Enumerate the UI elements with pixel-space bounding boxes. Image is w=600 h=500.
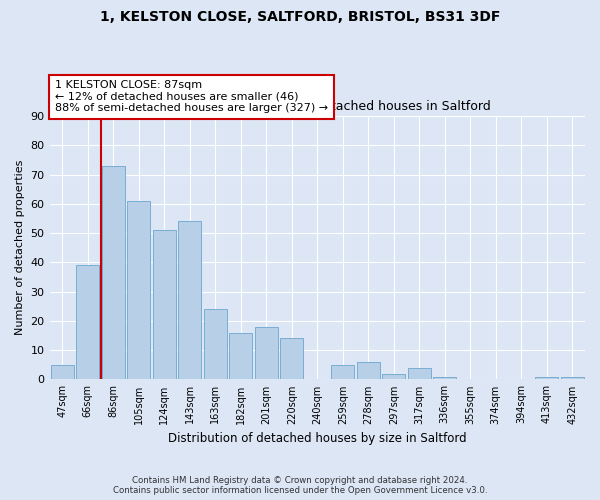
Bar	[357, 362, 380, 380]
Bar	[127, 201, 150, 380]
Bar	[229, 332, 252, 380]
Bar	[280, 338, 303, 380]
Bar	[255, 327, 278, 380]
Text: 1, KELSTON CLOSE, SALTFORD, BRISTOL, BS31 3DF: 1, KELSTON CLOSE, SALTFORD, BRISTOL, BS3…	[100, 10, 500, 24]
Bar	[535, 376, 558, 380]
Bar	[331, 365, 354, 380]
Bar	[204, 309, 227, 380]
Y-axis label: Number of detached properties: Number of detached properties	[15, 160, 25, 336]
Bar	[561, 376, 584, 380]
Bar	[178, 222, 201, 380]
Bar	[153, 230, 176, 380]
X-axis label: Distribution of detached houses by size in Saltford: Distribution of detached houses by size …	[168, 432, 467, 445]
Text: Contains HM Land Registry data © Crown copyright and database right 2024.
Contai: Contains HM Land Registry data © Crown c…	[113, 476, 487, 495]
Bar	[76, 266, 99, 380]
Bar	[51, 365, 74, 380]
Bar	[102, 166, 125, 380]
Bar	[433, 376, 456, 380]
Bar	[408, 368, 431, 380]
Title: Size of property relative to detached houses in Saltford: Size of property relative to detached ho…	[144, 100, 491, 114]
Text: 1 KELSTON CLOSE: 87sqm
← 12% of detached houses are smaller (46)
88% of semi-det: 1 KELSTON CLOSE: 87sqm ← 12% of detached…	[55, 80, 328, 114]
Bar	[382, 374, 405, 380]
